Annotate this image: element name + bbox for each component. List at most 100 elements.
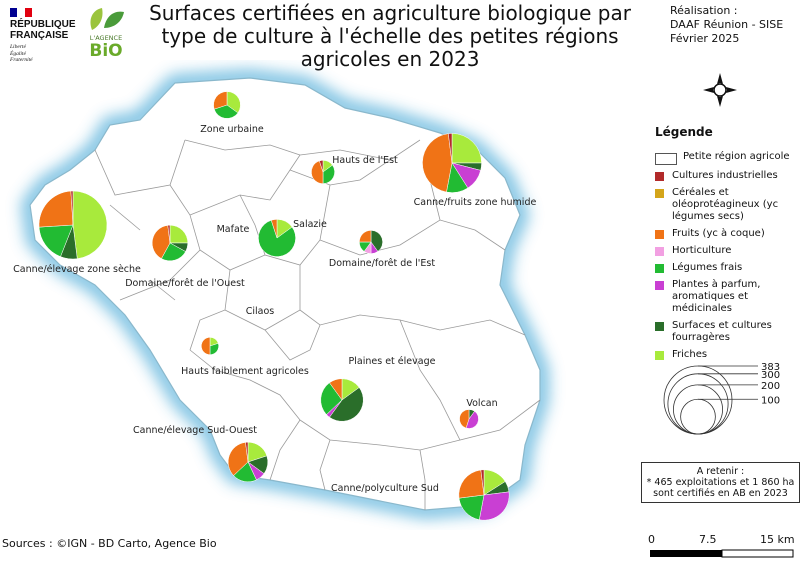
pie-slice-industrielles <box>167 224 171 244</box>
credit: Réalisation : DAAF Réunion - SISE Févrie… <box>670 4 784 45</box>
legend-swatch <box>655 264 664 273</box>
size-circle-383 <box>663 365 733 435</box>
size-label-383: 383 <box>761 362 780 373</box>
legend-swatch <box>655 230 664 239</box>
pie-slice-fruits <box>422 133 453 193</box>
legend-item-plantes: Plantes à parfum, aromatiques et médicin… <box>655 279 800 315</box>
legend-label: Cultures industrielles <box>672 170 778 181</box>
pie-slice-plantes <box>478 491 510 521</box>
pie-slice-plantes <box>465 410 479 429</box>
pie-1 <box>311 160 335 184</box>
agence-bio-line1: L'AGENCE <box>90 34 122 42</box>
label-cilaos: Cilaos <box>246 306 275 317</box>
legend-title: Légende <box>655 125 713 139</box>
pie-slice-fruits <box>152 225 171 259</box>
legend-swatch <box>655 351 664 360</box>
scale-label-mid: 7.5 <box>699 533 717 546</box>
pie-charts <box>38 91 510 521</box>
size-label-100: 100 <box>761 395 780 406</box>
legend-label: Fruits (yc à coque) <box>672 228 765 239</box>
scale-bar <box>650 549 794 558</box>
pie-slice-fruits <box>329 378 343 401</box>
pie-9 <box>459 409 479 429</box>
pie-slice-fruits <box>458 469 485 499</box>
label-canne-elevage-seche: Canne/élevage zone sèche <box>13 264 141 275</box>
pie-10 <box>227 441 269 482</box>
north-arrow-icon <box>703 73 737 107</box>
label-canne-polyculture: Canne/polyculture Sud <box>331 483 439 494</box>
pie-slice-fruits <box>459 409 470 429</box>
pie-5 <box>258 219 296 257</box>
pie-7 <box>201 337 219 355</box>
legend-label: Friches <box>672 349 708 360</box>
republique-name: RÉPUBLIQUE FRANÇAISE <box>10 19 76 41</box>
legend-item-legumes: Légumes frais <box>655 262 800 274</box>
scale-label-0: 0 <box>648 533 655 546</box>
pie-slice-fruits <box>38 190 74 228</box>
pie-0 <box>213 91 241 119</box>
pie-slice-friches <box>72 190 108 260</box>
agence-bio-logo: L'AGENCE BiO <box>89 8 124 61</box>
pie-2 <box>422 133 482 193</box>
map-title: Surfaces certifiées en agriculture biolo… <box>149 1 631 71</box>
size-label-300: 300 <box>761 370 780 381</box>
pie-8 <box>320 378 364 422</box>
pie-slice-legumes <box>258 219 296 257</box>
map: Zone urbaine Hauts de l'Est Canne/fruits… <box>13 69 548 521</box>
size-circle-300 <box>667 373 729 435</box>
pie-slice-industrielles <box>245 441 249 463</box>
pie-slice-fruits <box>270 219 278 239</box>
pie-slice-friches <box>451 133 482 164</box>
pie-4 <box>152 224 189 261</box>
sources: Sources : ©IGN - BD Carto, Agence Bio <box>2 537 217 550</box>
pie-slice-legumes <box>322 164 335 184</box>
republique-motto: Liberté Égalité Fraternité <box>10 44 33 63</box>
pie-11 <box>458 469 510 521</box>
pie-slice-industrielles <box>448 133 453 164</box>
label-canne-fruits: Canne/fruits zone humide <box>414 197 537 208</box>
pie-slice-fruits <box>311 160 324 184</box>
pie-slice-legumes <box>320 382 343 415</box>
legend-label: Plantes à parfum, aromatiques et médicin… <box>672 279 761 314</box>
legend: Légende Petite région agricole Cultures … <box>655 125 800 366</box>
label-hauts-faibles: Hauts faiblement agricoles <box>181 366 309 377</box>
pie-slice-industrielles <box>319 160 324 173</box>
scale-label-end: 15 km <box>760 533 795 546</box>
size-circle-100 <box>680 398 716 435</box>
republique-flag <box>10 8 32 17</box>
legend-label: Horticulture <box>672 245 732 256</box>
legend-item-fourrageres: Surfaces et cultures fourragères <box>655 320 800 344</box>
pie-slice-fruits <box>359 230 372 243</box>
pie-slice-fruits <box>213 91 228 110</box>
label-zone-urbaine: Zone urbaine <box>200 124 264 135</box>
legend-swatch <box>655 247 664 256</box>
pie-slice-fourrageres <box>329 387 364 422</box>
size-circle-200 <box>673 384 723 435</box>
label-mafate: Mafate <box>217 224 250 235</box>
label-hauts-est: Hauts de l'Est <box>332 155 398 166</box>
legend-item-horticulture: Horticulture <box>655 245 800 257</box>
pie-slice-industrielles <box>480 469 485 496</box>
pie-6 <box>359 230 383 254</box>
legend-item-cereales: Céréales et oléoprotéagineux (yc légumes… <box>655 187 800 223</box>
pie-3 <box>38 190 108 260</box>
pie-slice-friches <box>226 91 241 114</box>
label-domaine-est: Domaine/forêt de l'Est <box>329 258 435 269</box>
region-boundaries <box>94 139 541 510</box>
note-box: A retenir : * 465 exploitations et 1 860… <box>641 462 800 503</box>
pie-slice-fourrageres <box>370 230 383 252</box>
legend-swatch <box>655 172 664 181</box>
label-volcan: Volcan <box>466 398 497 409</box>
label-canne-sud-ouest: Canne/élevage Sud-Ouest <box>133 425 257 436</box>
agence-bio-line2: BiO <box>89 41 122 61</box>
pie-slice-legumes <box>213 104 239 119</box>
size-label-200: 200 <box>761 381 780 392</box>
pie-slice-fruits <box>227 442 249 476</box>
legend-label: Surfaces et cultures fourragères <box>672 320 772 343</box>
legend-label: Légumes frais <box>672 262 743 273</box>
legend-item-fruits: Fruits (yc à coque) <box>655 228 800 240</box>
label-plaines: Plaines et élevage <box>349 356 436 367</box>
legend-label: Céréales et oléoprotéagineux (yc légumes… <box>672 187 779 222</box>
legend-swatch <box>655 322 664 331</box>
pie-slice-fruits <box>201 337 211 355</box>
